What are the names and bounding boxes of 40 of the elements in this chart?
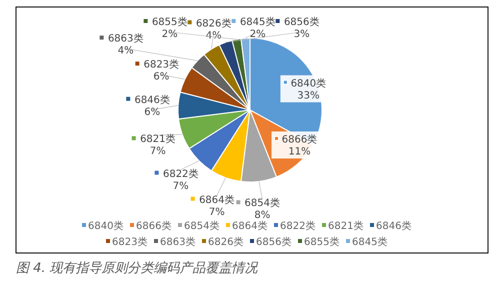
legend-label: 6840类 (290, 77, 326, 90)
data-label: 4% (206, 30, 222, 42)
category-label: 6855类 (304, 237, 340, 248)
category-label: 6856类 (256, 237, 292, 248)
legend-label: 6864类 (199, 194, 235, 206)
legend-label: 6866类 (282, 133, 318, 146)
data-label: 2% (162, 29, 178, 40)
category-label: 6845类 (352, 237, 388, 248)
data-label: 2% (250, 29, 266, 40)
data-label: 7% (172, 180, 189, 192)
category-label: 6822类 (280, 221, 316, 232)
legend-label: 6846类 (134, 94, 170, 106)
data-label: 8% (254, 210, 270, 222)
data-label: 4% (118, 46, 134, 57)
data-label: 3% (294, 29, 310, 40)
legend-label: 6826类 (196, 17, 232, 30)
category-label: 6823类 (112, 237, 148, 248)
category-label: 6821类 (328, 221, 364, 232)
legend-label: 6855类 (152, 16, 188, 28)
legend-label: 6863类 (108, 32, 144, 45)
legend-label: 6856类 (284, 16, 320, 28)
legend-label: 6822类 (162, 168, 198, 180)
legend-label: 6854类 (244, 197, 280, 210)
data-label: 33% (297, 90, 320, 102)
legend-label: 6821类 (140, 133, 176, 146)
data-label: 11% (288, 146, 311, 158)
data-label: 7% (208, 206, 225, 218)
data-label: 6% (153, 72, 170, 83)
legend-label: 6823类 (144, 58, 180, 71)
category-label: 6846类 (376, 221, 412, 232)
category-label: 6840类 (88, 221, 124, 232)
legend-label: 6845类 (240, 16, 276, 28)
category-label: 6863类 (160, 237, 196, 248)
category-label: 6866类 (136, 221, 172, 232)
data-label: 6% (144, 106, 160, 118)
category-label: 6864类 (232, 221, 268, 232)
category-label: 6854类 (184, 221, 220, 232)
caption: 图 4. 现有指导原则分类编码产品覆盖情况 (16, 260, 259, 276)
category-label: 6826类 (208, 237, 244, 248)
data-label: 7% (150, 146, 166, 158)
